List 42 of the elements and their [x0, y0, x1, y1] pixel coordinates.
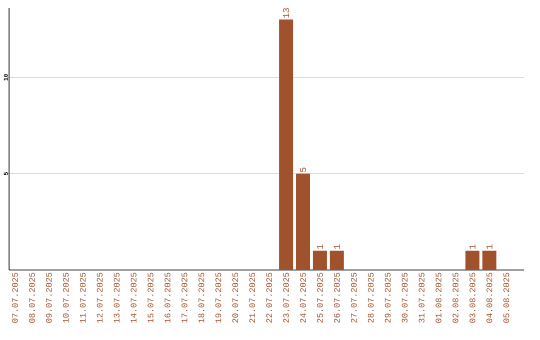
x-tick-label: 23.07.2025	[283, 272, 289, 323]
x-tick-label: 07.07.2025	[12, 272, 18, 323]
x-tick-label: 26.07.2025	[334, 272, 340, 323]
x-tick-label: 05.08.2025	[503, 272, 510, 323]
x-tick-label: 17.07.2025	[182, 272, 188, 323]
x-tick-label: 27.07.2025	[350, 272, 357, 323]
x-tick-label: 11.07.2025	[80, 272, 86, 323]
x-tick-label: 22.07.2025	[266, 272, 272, 323]
x-tick-label: 31.07.2025	[418, 272, 424, 323]
x-tick-label: 12.07.2025	[96, 272, 103, 323]
bar	[279, 20, 294, 270]
bar	[312, 250, 327, 270]
x-tick-label: 10.07.2025	[62, 272, 69, 323]
data-label: 1	[486, 244, 492, 249]
x-tick-label: 19.07.2025	[215, 272, 222, 323]
x-tick-label: 29.07.2025	[384, 272, 391, 323]
bar	[296, 174, 310, 270]
x-tick-label: 24.07.2025	[300, 272, 306, 323]
x-tick-label: 16.07.2025	[164, 272, 170, 323]
x-tick-label: 15.07.2025	[148, 272, 154, 323]
x-tick-label: 04.08.2025	[486, 272, 492, 323]
x-tick-label: 03.08.2025	[470, 272, 476, 323]
data-label: 1	[316, 244, 323, 249]
x-tick-label: 02.08.2025	[452, 272, 458, 323]
x-tick-label: 18.07.2025	[198, 272, 204, 323]
data-label: 5	[300, 168, 306, 172]
x-tick-label: 28.07.2025	[368, 272, 374, 323]
x-tick-label: 25.07.2025	[317, 272, 323, 323]
x-tick-label: 13.07.2025	[114, 272, 120, 323]
data-label: 1	[334, 244, 340, 249]
x-tick-label: 20.07.2025	[232, 272, 238, 323]
x-tick-label: 08.07.2025	[29, 272, 35, 323]
x-tick-label: 09.07.2025	[46, 272, 52, 323]
x-tick-label: 21.07.2025	[249, 272, 256, 323]
x-tick-label: 01.08.2025	[436, 272, 442, 323]
bar	[465, 250, 480, 270]
data-label: 1	[469, 244, 476, 249]
bar	[330, 250, 344, 270]
x-tick-label: 30.07.2025	[402, 272, 408, 323]
bar	[482, 250, 496, 270]
x-tick-label: 14.07.2025	[130, 272, 136, 323]
data-label: 13	[283, 8, 290, 18]
